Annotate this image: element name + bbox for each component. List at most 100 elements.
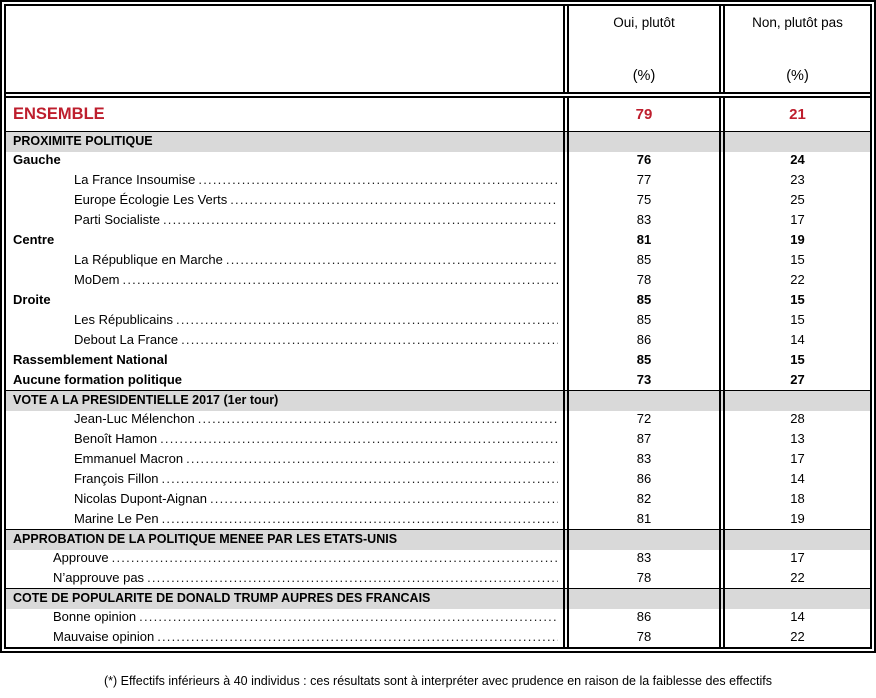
section-title: VOTE A LA PRESIDENTIELLE 2017 (1er tour): [6, 391, 563, 411]
table-row: Europe Écologie Les Verts 75 25: [6, 190, 870, 210]
dotted-leader: [186, 449, 558, 469]
oui-value: 76: [563, 150, 719, 170]
oui-value: 86: [563, 607, 719, 627]
table-row: Droite 85 15: [6, 290, 870, 310]
ensemble-non-value: 21: [719, 98, 870, 131]
oui-value: 87: [563, 429, 719, 449]
dotted-leader: [226, 250, 558, 270]
non-value: 13: [719, 429, 870, 449]
non-value: 15: [719, 250, 870, 270]
oui-value: 86: [563, 330, 719, 350]
table-row: Rassemblement National 85 15: [6, 350, 870, 370]
non-value: 22: [719, 270, 870, 290]
table-row: La République en Marche 85 15: [6, 250, 870, 270]
oui-value: 83: [563, 210, 719, 230]
column-header-oui: Oui, plutôt: [613, 15, 675, 30]
section-empty-cell: [719, 132, 870, 152]
dotted-leader: [123, 270, 558, 290]
row-label: Bonne opinion: [53, 609, 137, 624]
table-row: Nicolas Dupont-Aignan 82 18: [6, 489, 870, 509]
table-row: Mauvaise opinion 78 22: [6, 627, 870, 647]
row-label: Debout La France: [74, 332, 179, 347]
dotted-leader: [157, 627, 558, 647]
oui-value: 78: [563, 627, 719, 647]
dotted-leader: [198, 170, 558, 190]
oui-value: 75: [563, 190, 719, 210]
non-value: 18: [719, 489, 870, 509]
non-value: 19: [719, 230, 870, 250]
section-title: COTE DE POPULARITE DE DONALD TRUMP AUPRE…: [6, 589, 563, 609]
non-value: 17: [719, 449, 870, 469]
row-label: Les Républicains: [74, 312, 174, 327]
non-value: 15: [719, 290, 870, 310]
section-empty-cell: [563, 530, 719, 550]
dotted-leader: [162, 469, 558, 489]
ensemble-label: ENSEMBLE: [13, 105, 105, 123]
table-header-row: Oui, plutôt (%) Non, plutôt pas (%): [6, 6, 870, 98]
table-row: Marine Le Pen 81 19: [6, 509, 870, 529]
non-value: 28: [719, 409, 870, 429]
non-value: 24: [719, 150, 870, 170]
row-label: Nicolas Dupont-Aignan: [74, 491, 207, 506]
row-label: La France Insoumise: [74, 172, 196, 187]
section-header-vote-presidentielle: VOTE A LA PRESIDENTIELLE 2017 (1er tour): [6, 390, 870, 411]
non-value: 19: [719, 509, 870, 529]
row-label: Europe Écologie Les Verts: [74, 192, 228, 207]
section-empty-cell: [563, 391, 719, 411]
non-value: 25: [719, 190, 870, 210]
section-empty-cell: [563, 132, 719, 152]
row-label: N’approuve pas: [53, 570, 145, 585]
dotted-leader: [163, 210, 558, 230]
header-empty-cell: [6, 6, 563, 92]
oui-value: 86: [563, 469, 719, 489]
header-non-cell: Non, plutôt pas (%): [719, 6, 870, 92]
section-header-proximite-politique: PROXIMITE POLITIQUE: [6, 131, 870, 152]
row-label: Mauvaise opinion: [53, 629, 155, 644]
oui-value: 85: [563, 350, 719, 370]
table-row: Centre 81 19: [6, 230, 870, 250]
table-row: Benoît Hamon 87 13: [6, 429, 870, 449]
row-label: Gauche: [13, 152, 61, 167]
row-label: Parti Socialiste: [74, 212, 160, 227]
row-label: Emmanuel Macron: [74, 451, 184, 466]
row-label: La République en Marche: [74, 252, 223, 267]
section-empty-cell: [563, 589, 719, 609]
section-empty-cell: [719, 530, 870, 550]
table-row: Emmanuel Macron 83 17: [6, 449, 870, 469]
oui-value: 81: [563, 509, 719, 529]
row-label: François Fillon: [74, 471, 159, 486]
section-empty-cell: [719, 391, 870, 411]
header-oui-cell: Oui, plutôt (%): [563, 6, 719, 92]
non-value: 15: [719, 350, 870, 370]
non-value: 14: [719, 607, 870, 627]
table-row: Parti Socialiste 83 17: [6, 210, 870, 230]
section-empty-cell: [719, 589, 870, 609]
dotted-leader: [160, 429, 558, 449]
dotted-leader: [112, 548, 558, 568]
row-label: Droite: [13, 292, 51, 307]
row-label: Jean-Luc Mélenchon: [74, 411, 195, 426]
table-row: Bonne opinion 86 14: [6, 607, 870, 627]
oui-value: 81: [563, 230, 719, 250]
oui-value: 77: [563, 170, 719, 190]
non-value: 17: [719, 210, 870, 230]
table-row: Debout La France 86 14: [6, 330, 870, 350]
non-value: 27: [719, 370, 870, 390]
footnote: (*) Effectifs inférieurs à 40 individus …: [104, 674, 772, 688]
dotted-leader: [176, 310, 558, 330]
table-row: N’approuve pas 78 22: [6, 568, 870, 588]
row-label: Aucune formation politique: [13, 372, 182, 387]
section-title: PROXIMITE POLITIQUE: [6, 132, 563, 152]
non-value: 22: [719, 568, 870, 588]
section-header-approbation-etats-unis: APPROBATION DE LA POLITIQUE MENEE PAR LE…: [6, 529, 870, 550]
non-value: 14: [719, 469, 870, 489]
non-value: 22: [719, 627, 870, 647]
section-title: APPROBATION DE LA POLITIQUE MENEE PAR LE…: [6, 530, 563, 550]
non-value: 15: [719, 310, 870, 330]
row-label: Centre: [13, 232, 55, 247]
ensemble-row: ENSEMBLE 79 21: [6, 98, 870, 131]
table-row: Approuve 83 17: [6, 548, 870, 568]
ensemble-oui-value: 79: [563, 98, 719, 131]
row-label: Benoît Hamon: [74, 431, 158, 446]
row-label: MoDem: [74, 272, 120, 287]
